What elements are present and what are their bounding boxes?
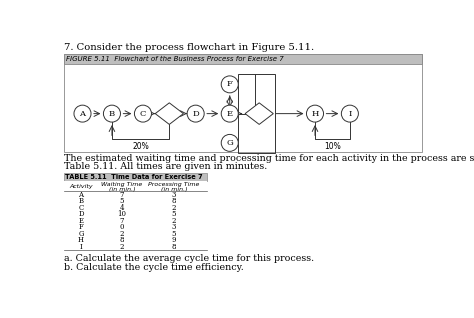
Text: 5: 5: [172, 210, 176, 218]
Text: E: E: [227, 110, 233, 118]
Text: D: D: [78, 210, 84, 218]
Text: 5: 5: [172, 230, 176, 238]
Text: The estimated waiting time and processing time for each activity in the process : The estimated waiting time and processin…: [64, 155, 474, 163]
Text: 9: 9: [172, 237, 176, 245]
Text: 7: 7: [120, 217, 124, 225]
Text: b. Calculate the cycle time efficiency.: b. Calculate the cycle time efficiency.: [64, 263, 244, 272]
Text: B: B: [109, 110, 115, 118]
Text: 2: 2: [120, 243, 124, 251]
Text: 7: 7: [120, 191, 124, 199]
Text: C: C: [140, 110, 146, 118]
Bar: [64, 181, 207, 191]
Text: G: G: [227, 139, 233, 147]
Circle shape: [221, 135, 238, 151]
Text: E: E: [79, 217, 83, 225]
Circle shape: [135, 105, 152, 122]
Circle shape: [341, 105, 358, 122]
Text: Table 5.11. All times are given in minutes.: Table 5.11. All times are given in minut…: [64, 162, 267, 171]
Text: FIGURE 5.11  Flowchart of the Business Process for Exercise 7: FIGURE 5.11 Flowchart of the Business Pr…: [66, 56, 284, 62]
Text: 10: 10: [118, 210, 127, 218]
Text: D: D: [192, 110, 199, 118]
Text: A: A: [79, 191, 83, 199]
Polygon shape: [245, 103, 273, 124]
Text: 5: 5: [120, 197, 124, 205]
Text: A: A: [80, 110, 85, 118]
Text: Waiting Time: Waiting Time: [101, 182, 143, 187]
Text: 2: 2: [120, 230, 124, 238]
Text: TABLE 5.11  Time Data for Exercise 7: TABLE 5.11 Time Data for Exercise 7: [65, 174, 203, 180]
Text: F: F: [79, 223, 83, 232]
Bar: [64, 54, 422, 152]
Text: G: G: [78, 230, 84, 238]
Circle shape: [74, 105, 91, 122]
Text: 8: 8: [172, 197, 176, 205]
Text: I: I: [348, 110, 352, 118]
Text: 4: 4: [120, 204, 124, 212]
Text: 2: 2: [172, 217, 176, 225]
Text: 20%: 20%: [132, 142, 149, 151]
Text: 10%: 10%: [324, 142, 341, 151]
Text: 2: 2: [172, 204, 176, 212]
Text: H: H: [78, 237, 84, 245]
Circle shape: [307, 105, 324, 122]
Circle shape: [103, 105, 120, 122]
Bar: [64, 173, 207, 181]
Bar: [238, 74, 275, 153]
Text: 3: 3: [172, 191, 176, 199]
Text: (in min.): (in min.): [161, 187, 187, 192]
Text: I: I: [80, 243, 82, 251]
Text: 3: 3: [172, 223, 176, 232]
Polygon shape: [155, 103, 183, 124]
Text: F: F: [227, 80, 233, 88]
Circle shape: [187, 105, 204, 122]
Text: a. Calculate the average cycle time for this process.: a. Calculate the average cycle time for …: [64, 254, 314, 263]
Text: H: H: [311, 110, 319, 118]
Text: C: C: [78, 204, 83, 212]
Text: 8: 8: [120, 237, 124, 245]
Text: Processing Time: Processing Time: [148, 182, 200, 187]
Text: 7. Consider the process flowchart in Figure 5.11.: 7. Consider the process flowchart in Fig…: [64, 43, 314, 52]
Text: Activity: Activity: [69, 184, 93, 189]
Circle shape: [221, 105, 238, 122]
Circle shape: [221, 76, 238, 93]
Text: 8: 8: [172, 243, 176, 251]
Bar: [64, 54, 422, 64]
Text: (in min.): (in min.): [109, 187, 136, 192]
Text: 0: 0: [120, 223, 124, 232]
Text: B: B: [79, 197, 83, 205]
